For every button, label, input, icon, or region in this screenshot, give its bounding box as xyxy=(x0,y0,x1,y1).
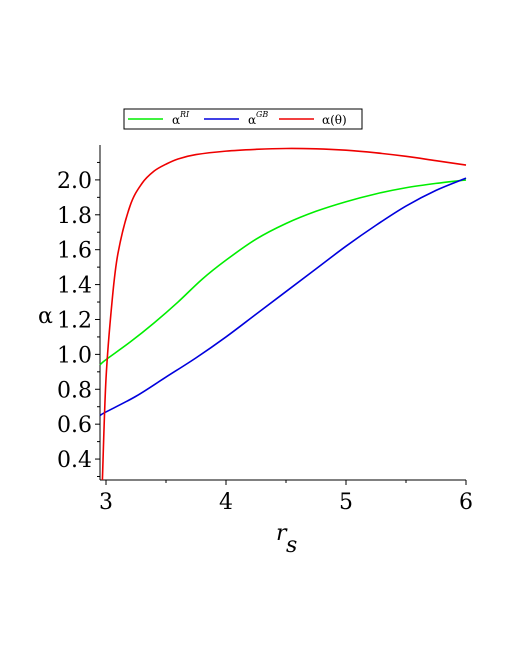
y-tick-label: 1.8 xyxy=(57,204,92,229)
legend-label-gb: α xyxy=(248,113,256,127)
y-axis-label: α xyxy=(38,304,53,329)
y-tick-label: 1.6 xyxy=(57,239,92,264)
ticks xyxy=(95,161,467,485)
legend-sup-gb: GB xyxy=(256,110,268,119)
y-tick-label: 1.0 xyxy=(57,343,92,368)
legend-sup-ri: RI xyxy=(179,110,190,119)
series-line-alpha-gb xyxy=(99,177,467,417)
x-axis-label: r xyxy=(276,521,288,546)
legend-label-ri: α xyxy=(172,113,180,127)
x-tick-label: 5 xyxy=(339,490,353,515)
y-tick-label: 2.0 xyxy=(57,169,92,194)
y-tick-label: 0.4 xyxy=(57,448,92,473)
y-tick-label: 1.4 xyxy=(57,274,92,299)
y-tick-label: 0.8 xyxy=(57,378,92,403)
y-tick-label: 0.6 xyxy=(57,413,92,438)
x-tick-label: 6 xyxy=(459,490,473,515)
x-axis-label-sub: s xyxy=(286,533,297,558)
tick-labels: 0.4 0.6 0.8 1.0 1.2 1.4 1.6 1.8 2.0 3 4 5 6 xyxy=(57,169,473,515)
x-tick-label: 3 xyxy=(99,490,113,515)
legend: α RI α GB α(θ) xyxy=(123,108,363,130)
series-lines xyxy=(99,147,467,481)
series-line-alpha-theta xyxy=(101,147,467,481)
legend-label-theta: α(θ) xyxy=(322,113,347,127)
series-line-alpha-ri xyxy=(99,179,467,366)
x-tick-label: 4 xyxy=(219,490,233,515)
legend-box xyxy=(123,108,363,130)
y-tick-label: 1.2 xyxy=(57,308,92,333)
